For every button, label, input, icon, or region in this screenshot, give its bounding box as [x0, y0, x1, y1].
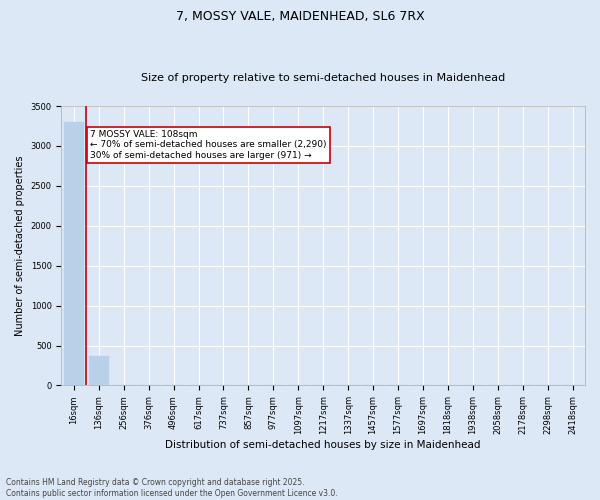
- Bar: [89, 356, 109, 386]
- Y-axis label: Number of semi-detached properties: Number of semi-detached properties: [15, 156, 25, 336]
- Title: Size of property relative to semi-detached houses in Maidenhead: Size of property relative to semi-detach…: [141, 73, 505, 83]
- X-axis label: Distribution of semi-detached houses by size in Maidenhead: Distribution of semi-detached houses by …: [166, 440, 481, 450]
- Text: Contains HM Land Registry data © Crown copyright and database right 2025.
Contai: Contains HM Land Registry data © Crown c…: [6, 478, 338, 498]
- Text: 7, MOSSY VALE, MAIDENHEAD, SL6 7RX: 7, MOSSY VALE, MAIDENHEAD, SL6 7RX: [176, 10, 424, 23]
- Bar: [64, 122, 84, 386]
- Text: 7 MOSSY VALE: 108sqm
← 70% of semi-detached houses are smaller (2,290)
30% of se: 7 MOSSY VALE: 108sqm ← 70% of semi-detac…: [90, 130, 326, 160]
